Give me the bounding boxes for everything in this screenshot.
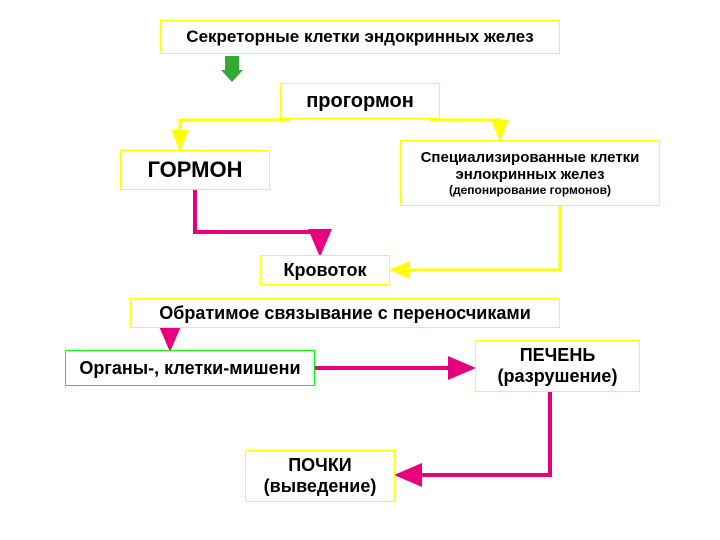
- node-targets-label: Органы-, клетки-мишени: [79, 358, 300, 379]
- node-specialized-sublabel: (депонирование гормонов): [449, 183, 611, 197]
- node-bloodflow: Кровоток: [260, 255, 390, 285]
- node-prohormone: прогормон: [280, 83, 440, 119]
- node-binding: Обратимое связывание с переносчиками: [130, 298, 560, 328]
- node-specialized: Специализированные клетки энлокринных же…: [400, 140, 660, 206]
- node-liver-sublabel: (разрушение): [498, 366, 618, 387]
- node-kidneys-sublabel: (выведение): [264, 476, 377, 497]
- node-kidneys: ПОЧКИ (выведение): [245, 450, 395, 502]
- node-binding-label: Обратимое связывание с переносчиками: [159, 303, 531, 324]
- node-prohormone-label: прогормон: [306, 90, 414, 113]
- node-secretory: Секреторные клетки эндокринных желез: [160, 20, 560, 54]
- node-hormone: ГОРМОН: [120, 150, 270, 190]
- node-kidneys-label: ПОЧКИ: [288, 455, 352, 476]
- edge-hormone-to-bloodflow: [195, 190, 320, 253]
- node-specialized-label: Специализированные клетки энлокринных же…: [409, 149, 651, 183]
- green-down-arrow: [221, 56, 243, 82]
- edge-liver-to-kidneys: [398, 392, 550, 475]
- node-secretory-label: Секреторные клетки эндокринных желез: [186, 27, 533, 47]
- node-targets: Органы-, клетки-мишени: [65, 350, 315, 386]
- node-bloodflow-label: Кровоток: [284, 260, 367, 281]
- edge-prohormone-to-specialized: [430, 120, 500, 138]
- edge-prohormone-to-hormone: [180, 120, 290, 148]
- node-liver: ПЕЧЕНЬ (разрушение): [475, 340, 640, 392]
- edge-specialized-to-bloodflow: [392, 206, 560, 270]
- node-liver-label: ПЕЧЕНЬ: [520, 345, 596, 366]
- node-hormone-label: ГОРМОН: [147, 157, 242, 183]
